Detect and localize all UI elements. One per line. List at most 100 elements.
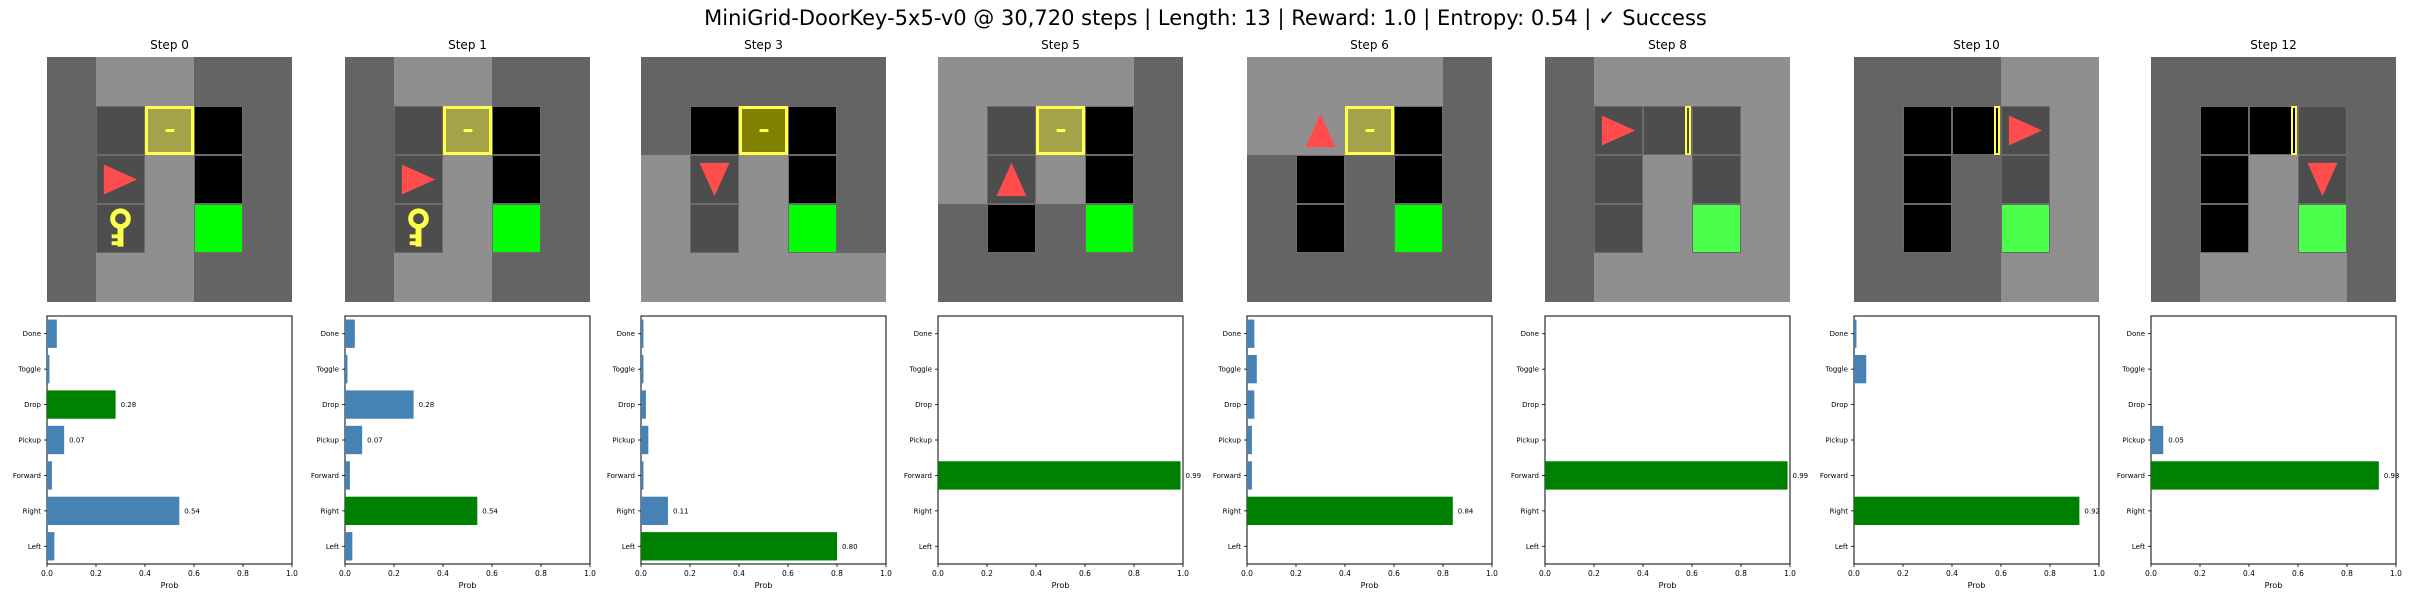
- y-tick-label: Left: [1228, 543, 1241, 551]
- grid-cell: [1854, 253, 1904, 302]
- bar-value-label: 0.07: [367, 437, 383, 445]
- grid-cell: [1394, 204, 1444, 254]
- plot-frame: [1246, 315, 1493, 565]
- bar-forward: [345, 461, 350, 490]
- y-tick-label: Pickup: [18, 437, 41, 445]
- grid-observation: [641, 57, 886, 302]
- bar-drop: [47, 390, 116, 419]
- bar-forward: [641, 461, 644, 490]
- grid-cell: [837, 106, 886, 156]
- grid-cell: [243, 106, 292, 156]
- door: [1994, 106, 2000, 155]
- x-tick-label: 0.2: [1588, 569, 1600, 578]
- y-tick-label: Forward: [311, 472, 339, 480]
- x-tick-label: 0.8: [1735, 569, 1747, 578]
- grid-cell: [1296, 204, 1346, 254]
- grid-cell: [987, 253, 1037, 302]
- x-tick-label: 0.0: [339, 569, 351, 578]
- grid-observation: [345, 57, 590, 302]
- grid-cell: [47, 57, 97, 107]
- grid-cell: [1952, 155, 2002, 205]
- agent-arrow-icon: [1305, 113, 1336, 148]
- y-tick-label: Toggle: [1515, 366, 1539, 374]
- grid-cell: [1692, 204, 1742, 254]
- y-tick-label: Right: [2127, 507, 2146, 515]
- x-tick-label: 0.0: [1539, 569, 1551, 578]
- y-tick-label: Drop: [2128, 401, 2145, 409]
- grid-cell: [641, 204, 691, 254]
- grid-cell: [96, 253, 146, 302]
- grid-cell: [1854, 57, 1904, 107]
- x-tick-label: 0.6: [486, 569, 498, 578]
- grid-cell: [1903, 155, 1953, 205]
- grid-cell: [145, 204, 195, 254]
- x-tick-label: 0.6: [1079, 569, 1091, 578]
- grid-cell: [2298, 57, 2348, 107]
- grid-cell: [739, 204, 789, 254]
- agent-arrow-icon: [996, 162, 1027, 197]
- grid-cell: [1036, 204, 1086, 254]
- grid-cell: [1345, 155, 1395, 205]
- grid-cell: [2050, 57, 2099, 107]
- grid-cell: [1085, 106, 1135, 156]
- bar-forward: [2151, 461, 2379, 490]
- bar-done: [1247, 319, 1255, 348]
- grid-cell: [1903, 57, 1953, 107]
- grid-cell: [2200, 57, 2250, 107]
- grid-cell: [2347, 253, 2396, 302]
- grid-cell: [541, 155, 590, 205]
- y-tick-label: Right: [1223, 507, 1242, 515]
- x-tick-label: 0.4: [1637, 569, 1649, 578]
- grid-cell: [938, 204, 988, 254]
- grid-cell: [1594, 204, 1644, 254]
- y-tick-label: Forward: [1511, 472, 1539, 480]
- bar-value-label: 0.05: [2168, 437, 2184, 445]
- grid-cell: [1085, 204, 1135, 254]
- figure-title: MiniGrid-DoorKey-5x5-v0 @ 30,720 steps |…: [704, 6, 1707, 30]
- x-tick-label: 0.0: [1241, 569, 1253, 578]
- grid-cell: [194, 106, 244, 156]
- grid-cell: [690, 204, 740, 254]
- step-title: Step 6: [1350, 38, 1389, 52]
- grid-cell: [1247, 106, 1297, 156]
- grid-cell: [1296, 57, 1346, 107]
- grid-cell: [1036, 57, 1086, 107]
- grid-cell: [1903, 253, 1953, 302]
- grid-cell: [394, 253, 444, 302]
- bar-value-label: 0.28: [121, 401, 137, 409]
- y-tick-label: Drop: [1522, 401, 1539, 409]
- y-tick-label: Forward: [2117, 472, 2145, 480]
- agent-arrow-icon: [2307, 162, 2338, 197]
- grid-cell: [541, 253, 590, 302]
- grid-cell: [492, 57, 542, 107]
- grid-cell: [641, 106, 691, 156]
- y-tick-label: Drop: [322, 401, 339, 409]
- x-tick-label: 1.0: [584, 569, 596, 578]
- bar-value-label: 0.80: [842, 543, 858, 551]
- x-tick-label: 0.2: [684, 569, 696, 578]
- x-tick-label: 1.0: [1784, 569, 1796, 578]
- step-title: Step 1: [448, 38, 487, 52]
- step-title: Step 5: [1041, 38, 1080, 52]
- x-tick-label: 0.4: [2243, 569, 2255, 578]
- y-tick-label: Forward: [1213, 472, 1241, 480]
- grid-cell: [1085, 155, 1135, 205]
- grid-cell: [1643, 204, 1693, 254]
- x-tick-label: 0.0: [41, 569, 53, 578]
- x-tick-label: 0.6: [782, 569, 794, 578]
- grid-cell: [2200, 253, 2250, 302]
- grid-cell: [1545, 57, 1595, 107]
- agent-arrow-icon: [1601, 115, 1636, 146]
- door: [2291, 106, 2297, 155]
- y-tick-label: Pickup: [1516, 437, 1539, 445]
- y-tick-label: Right: [321, 507, 340, 515]
- grid-cell: [2200, 106, 2250, 156]
- bar-value-label: 0.11: [673, 507, 689, 515]
- y-tick-label: Toggle: [908, 366, 932, 374]
- bar-left: [641, 532, 837, 561]
- grid-cell: [2200, 155, 2250, 205]
- x-tick-label: 0.0: [2145, 569, 2157, 578]
- grid-cell: [690, 253, 740, 302]
- y-tick-label: Pickup: [2122, 437, 2145, 445]
- x-tick-label: 0.0: [1848, 569, 1860, 578]
